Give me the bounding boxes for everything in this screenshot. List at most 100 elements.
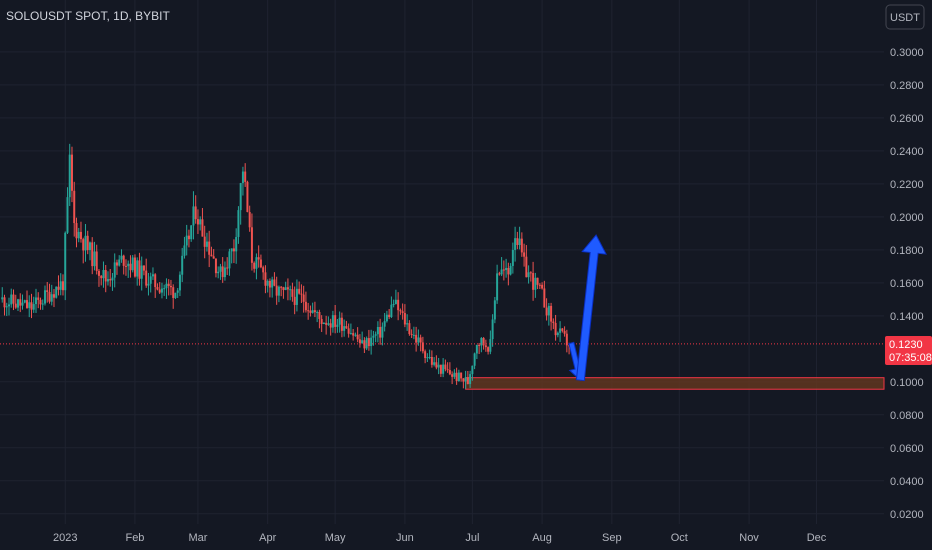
- candle-body: [228, 251, 231, 269]
- candle-body: [212, 256, 215, 259]
- candle: [149, 272, 152, 293]
- candle: [32, 296, 35, 313]
- candle-body: [511, 249, 514, 266]
- candle: [255, 253, 258, 280]
- candle: [37, 292, 40, 309]
- candle-body: [529, 272, 532, 274]
- candle: [392, 299, 395, 308]
- candle-body: [417, 337, 420, 343]
- candle: [345, 320, 348, 329]
- candle-body: [50, 294, 53, 302]
- candle: [505, 258, 508, 278]
- candle-body: [412, 334, 415, 336]
- candle-body: [489, 339, 492, 352]
- candle: [365, 336, 368, 351]
- candle-body: [232, 248, 235, 252]
- candle: [361, 331, 364, 344]
- candle: [541, 282, 544, 290]
- x-tick-label: Aug: [532, 532, 552, 544]
- candle-body: [241, 171, 244, 184]
- candle-body: [86, 235, 89, 251]
- candle-body: [23, 300, 26, 303]
- candle-body: [430, 356, 433, 365]
- candle: [210, 246, 213, 257]
- candle-body: [250, 227, 253, 263]
- candle-body: [552, 321, 555, 323]
- candle: [399, 308, 402, 315]
- candle: [219, 263, 222, 280]
- candle-body: [286, 287, 289, 290]
- candle-body: [88, 242, 91, 251]
- candle-body: [32, 304, 35, 310]
- candle: [174, 292, 177, 299]
- candle: [406, 314, 409, 331]
- candle: [136, 257, 139, 286]
- candle: [127, 260, 130, 278]
- candle: [275, 276, 278, 305]
- candle: [68, 143, 71, 207]
- y-tick-label: 0.2600: [890, 113, 924, 125]
- candle: [19, 293, 22, 313]
- candle: [367, 329, 370, 351]
- overlay-layer: [0, 234, 884, 382]
- candle-body: [424, 351, 427, 358]
- candle-body: [295, 288, 298, 305]
- candle-body: [356, 334, 359, 340]
- candle-body: [534, 277, 537, 290]
- candle: [192, 191, 195, 240]
- candle-body: [1, 297, 4, 300]
- candle: [502, 260, 505, 281]
- candle: [493, 296, 496, 324]
- candle: [383, 312, 386, 332]
- candle: [59, 273, 62, 296]
- x-tick-label: Jun: [396, 532, 414, 544]
- candle: [232, 239, 235, 264]
- candle-body: [282, 287, 285, 290]
- candle: [113, 253, 116, 288]
- candle: [70, 146, 73, 203]
- candle-body: [554, 322, 557, 336]
- candle-body: [244, 171, 247, 182]
- candle: [163, 284, 166, 296]
- currency-button-label: USDT: [890, 12, 920, 24]
- candle-body: [433, 362, 436, 365]
- candle-body: [383, 321, 386, 327]
- candle: [271, 276, 274, 298]
- candle: [124, 259, 127, 276]
- candle: [520, 232, 523, 257]
- candle-body: [392, 303, 395, 305]
- candle: [475, 344, 478, 360]
- last-price-label: 0.1230: [889, 339, 923, 351]
- candle: [165, 278, 168, 300]
- candle: [480, 337, 483, 353]
- candle: [273, 272, 276, 287]
- candle: [498, 271, 501, 276]
- candle: [340, 312, 343, 338]
- candle-body: [322, 322, 325, 324]
- candle: [397, 292, 400, 321]
- candle-body: [352, 333, 355, 336]
- candle: [79, 221, 82, 243]
- candle-body: [550, 305, 553, 322]
- candle-body: [82, 239, 85, 251]
- candle: [246, 180, 249, 213]
- x-tick-label: Apr: [259, 532, 276, 544]
- candle-body: [343, 326, 346, 331]
- candle-body: [388, 314, 391, 317]
- candle: [424, 349, 427, 364]
- currency-button[interactable]: USDT: [885, 4, 925, 30]
- candle-body: [70, 154, 73, 191]
- candle-body: [39, 299, 42, 305]
- candle-body: [327, 323, 330, 325]
- candle: [39, 297, 42, 310]
- candle-body: [320, 318, 323, 324]
- candle: [453, 369, 456, 379]
- candle: [280, 285, 283, 297]
- candle: [394, 289, 397, 305]
- candle-body: [502, 269, 505, 271]
- candle: [334, 304, 337, 334]
- candle: [379, 318, 382, 345]
- candle: [64, 231, 67, 301]
- candle: [167, 279, 170, 296]
